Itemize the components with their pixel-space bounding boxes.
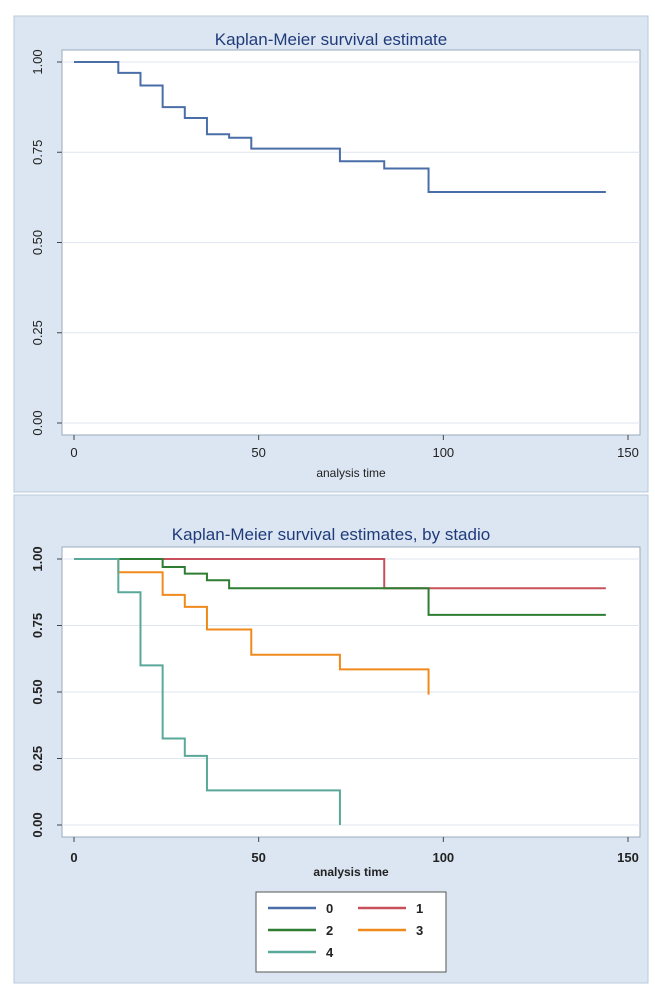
series-line-3 — [74, 558, 430, 695]
y-tick-label: 0.50 — [30, 679, 45, 704]
x-axis-label: analysis time — [313, 865, 389, 879]
x-tick-label: 100 — [432, 445, 454, 460]
survival-chart-overall: Kaplan-Meier survival estimate 0.00 0.25 0.… — [13, 15, 649, 493]
series-line-4 — [74, 558, 341, 825]
legend-label-3: 3 — [416, 923, 423, 938]
y-tick-label: 1.00 — [30, 546, 45, 571]
chart-title: Kaplan-Meier survival estimate — [215, 30, 447, 49]
x-tick-label: 150 — [617, 445, 639, 460]
x-tick-label: 0 — [70, 850, 77, 865]
legend-label-2: 2 — [326, 923, 333, 938]
y-tick-label: 0.50 — [30, 230, 45, 255]
series-line-1 — [74, 558, 606, 590]
x-tick-label: 150 — [617, 850, 639, 865]
series-line — [74, 61, 606, 193]
y-tick-label: 0.00 — [30, 812, 45, 837]
survival-chart-by-stadio: Kaplan-Meier survival estimates, by stad… — [13, 494, 649, 984]
y-tick-label: 0.75 — [30, 613, 45, 638]
series-line-2 — [74, 558, 606, 616]
x-tick-label: 0 — [70, 445, 77, 460]
x-tick-label: 100 — [432, 850, 454, 865]
legend-label-0: 0 — [326, 901, 333, 916]
x-tick-label: 50 — [251, 445, 265, 460]
y-tick-label: 1.00 — [30, 49, 45, 74]
y-tick-label: 0.25 — [30, 320, 45, 345]
y-tick-label: 0.25 — [30, 746, 45, 771]
y-tick-label: 0.75 — [30, 140, 45, 165]
legend-label-1: 1 — [416, 901, 423, 916]
x-axis-label: analysis time — [316, 466, 386, 480]
y-tick-label: 0.00 — [30, 410, 45, 435]
chart-title: Kaplan-Meier survival estimates, by stad… — [172, 525, 490, 544]
legend-label-4: 4 — [326, 945, 334, 960]
x-tick-label: 50 — [251, 850, 265, 865]
legend-box — [255, 891, 447, 973]
